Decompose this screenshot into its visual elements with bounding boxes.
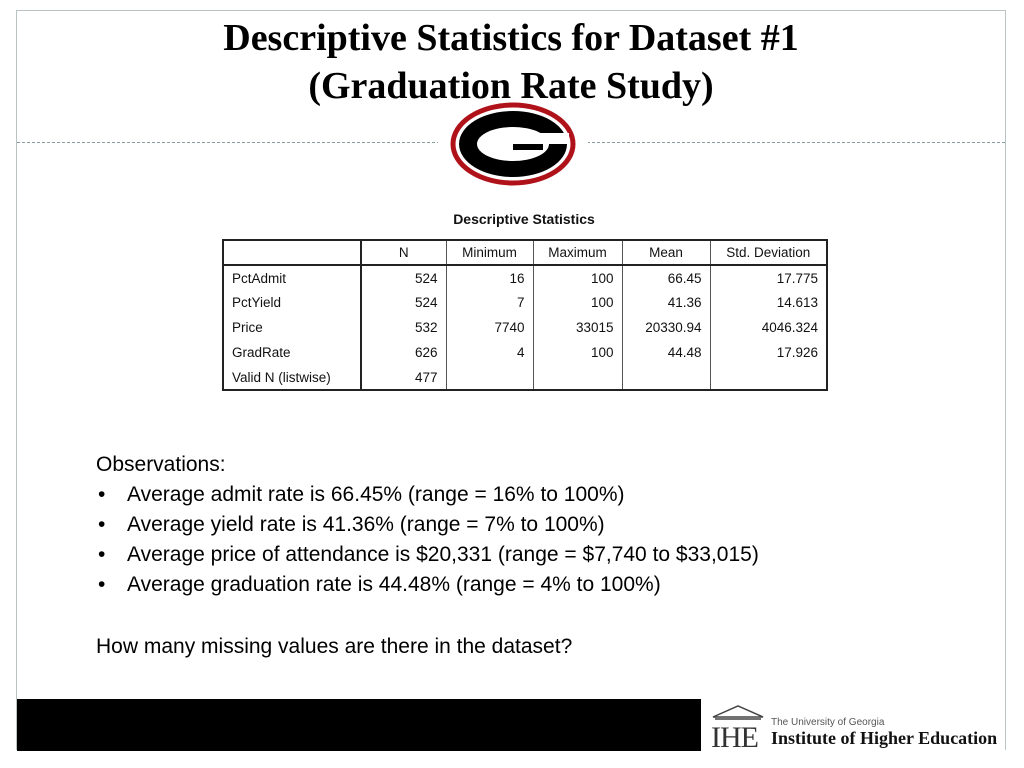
descriptive-statistics-table: N Minimum Maximum Mean Std. Deviation Pc… <box>222 239 828 391</box>
table-cell <box>532 365 623 390</box>
table-cell: 66.45 <box>621 265 711 290</box>
table-cell: 16 <box>445 265 534 290</box>
table-cell <box>621 365 711 390</box>
ihe-mark-text: IHE <box>711 721 759 754</box>
table-cell: 17.926 <box>709 340 828 365</box>
observations-heading: Observations: <box>96 453 226 476</box>
table-cell: 17.775 <box>709 265 828 290</box>
table-cell: 4 <box>445 340 534 365</box>
table-cell: 100 <box>532 290 623 315</box>
table-cell: 33015 <box>532 315 623 340</box>
list-item: • Average admit rate is 66.45% (range = … <box>96 480 976 510</box>
slide-title: Descriptive Statistics for Dataset #1 (G… <box>16 14 1006 110</box>
bullet-icon: • <box>98 543 106 566</box>
list-item: • Average graduation rate is 44.48% (ran… <box>96 570 976 600</box>
bullet-icon: • <box>98 483 106 506</box>
table-cell: 532 <box>360 315 447 340</box>
table-cell: 20330.94 <box>621 315 711 340</box>
table-cell: 477 <box>360 365 447 390</box>
header-cell: Minimum <box>445 240 534 266</box>
ihe-logo: IHE The University of Georgia Institute … <box>701 699 1005 754</box>
observation-text: Average admit rate is 66.45% (range = 16… <box>127 483 625 506</box>
row-label: PctYield <box>222 290 362 315</box>
table-cell: 100 <box>532 265 623 290</box>
table-cell: 7740 <box>445 315 534 340</box>
observation-text: Average price of attendance is $20,331 (… <box>127 543 759 566</box>
table-cell <box>445 365 534 390</box>
observation-text: Average yield rate is 41.36% (range = 7%… <box>127 513 605 536</box>
header-cell: Maximum <box>532 240 623 266</box>
header-cell: Std. Deviation <box>709 240 828 266</box>
stats-table-caption: Descriptive Statistics <box>453 211 595 227</box>
row-label: PctAdmit <box>222 265 362 290</box>
columns-icon <box>712 705 764 720</box>
table-row: GradRate 626 4 100 44.48 17.926 <box>222 340 828 365</box>
table-header-row: N Minimum Maximum Mean Std. Deviation <box>222 240 828 266</box>
row-label: Valid N (listwise) <box>222 365 362 390</box>
row-label: Price <box>222 315 362 340</box>
table-row: PctAdmit 524 16 100 66.45 17.775 <box>222 265 828 290</box>
table-cell: 41.36 <box>621 290 711 315</box>
observations-list: • Average admit rate is 66.45% (range = … <box>96 480 976 600</box>
question-text: How many missing values are there in the… <box>96 635 573 658</box>
bullet-icon: • <box>98 573 106 596</box>
georgia-g-logo <box>438 100 588 188</box>
observations-block: Observations: • Average admit rate is 66… <box>96 450 976 662</box>
table-row: Price 532 7740 33015 20330.94 4046.324 <box>222 315 828 340</box>
bullet-icon: • <box>98 513 106 536</box>
table-cell: 524 <box>360 265 447 290</box>
list-item: • Average yield rate is 41.36% (range = … <box>96 510 976 540</box>
table-cell: 44.48 <box>621 340 711 365</box>
header-cell: N <box>360 240 447 266</box>
header-cell <box>222 240 362 266</box>
table-cell: 524 <box>360 290 447 315</box>
table-cell <box>709 365 828 390</box>
row-label: GradRate <box>222 340 362 365</box>
title-line-1: Descriptive Statistics for Dataset #1 <box>223 17 799 59</box>
table-cell: 14.613 <box>709 290 828 315</box>
table-cell: 4046.324 <box>709 315 828 340</box>
table-cell: 626 <box>360 340 447 365</box>
table-cell: 100 <box>532 340 623 365</box>
header-cell: Mean <box>621 240 711 266</box>
footer-institute: Institute of Higher Education <box>771 728 998 748</box>
footer-university: The University of Georgia <box>771 717 885 728</box>
table-row: Valid N (listwise) 477 <box>222 365 828 390</box>
table-cell: 7 <box>445 290 534 315</box>
table-row: PctYield 524 7 100 41.36 14.613 <box>222 290 828 315</box>
observation-text: Average graduation rate is 44.48% (range… <box>127 573 661 596</box>
list-item: • Average price of attendance is $20,331… <box>96 540 976 570</box>
